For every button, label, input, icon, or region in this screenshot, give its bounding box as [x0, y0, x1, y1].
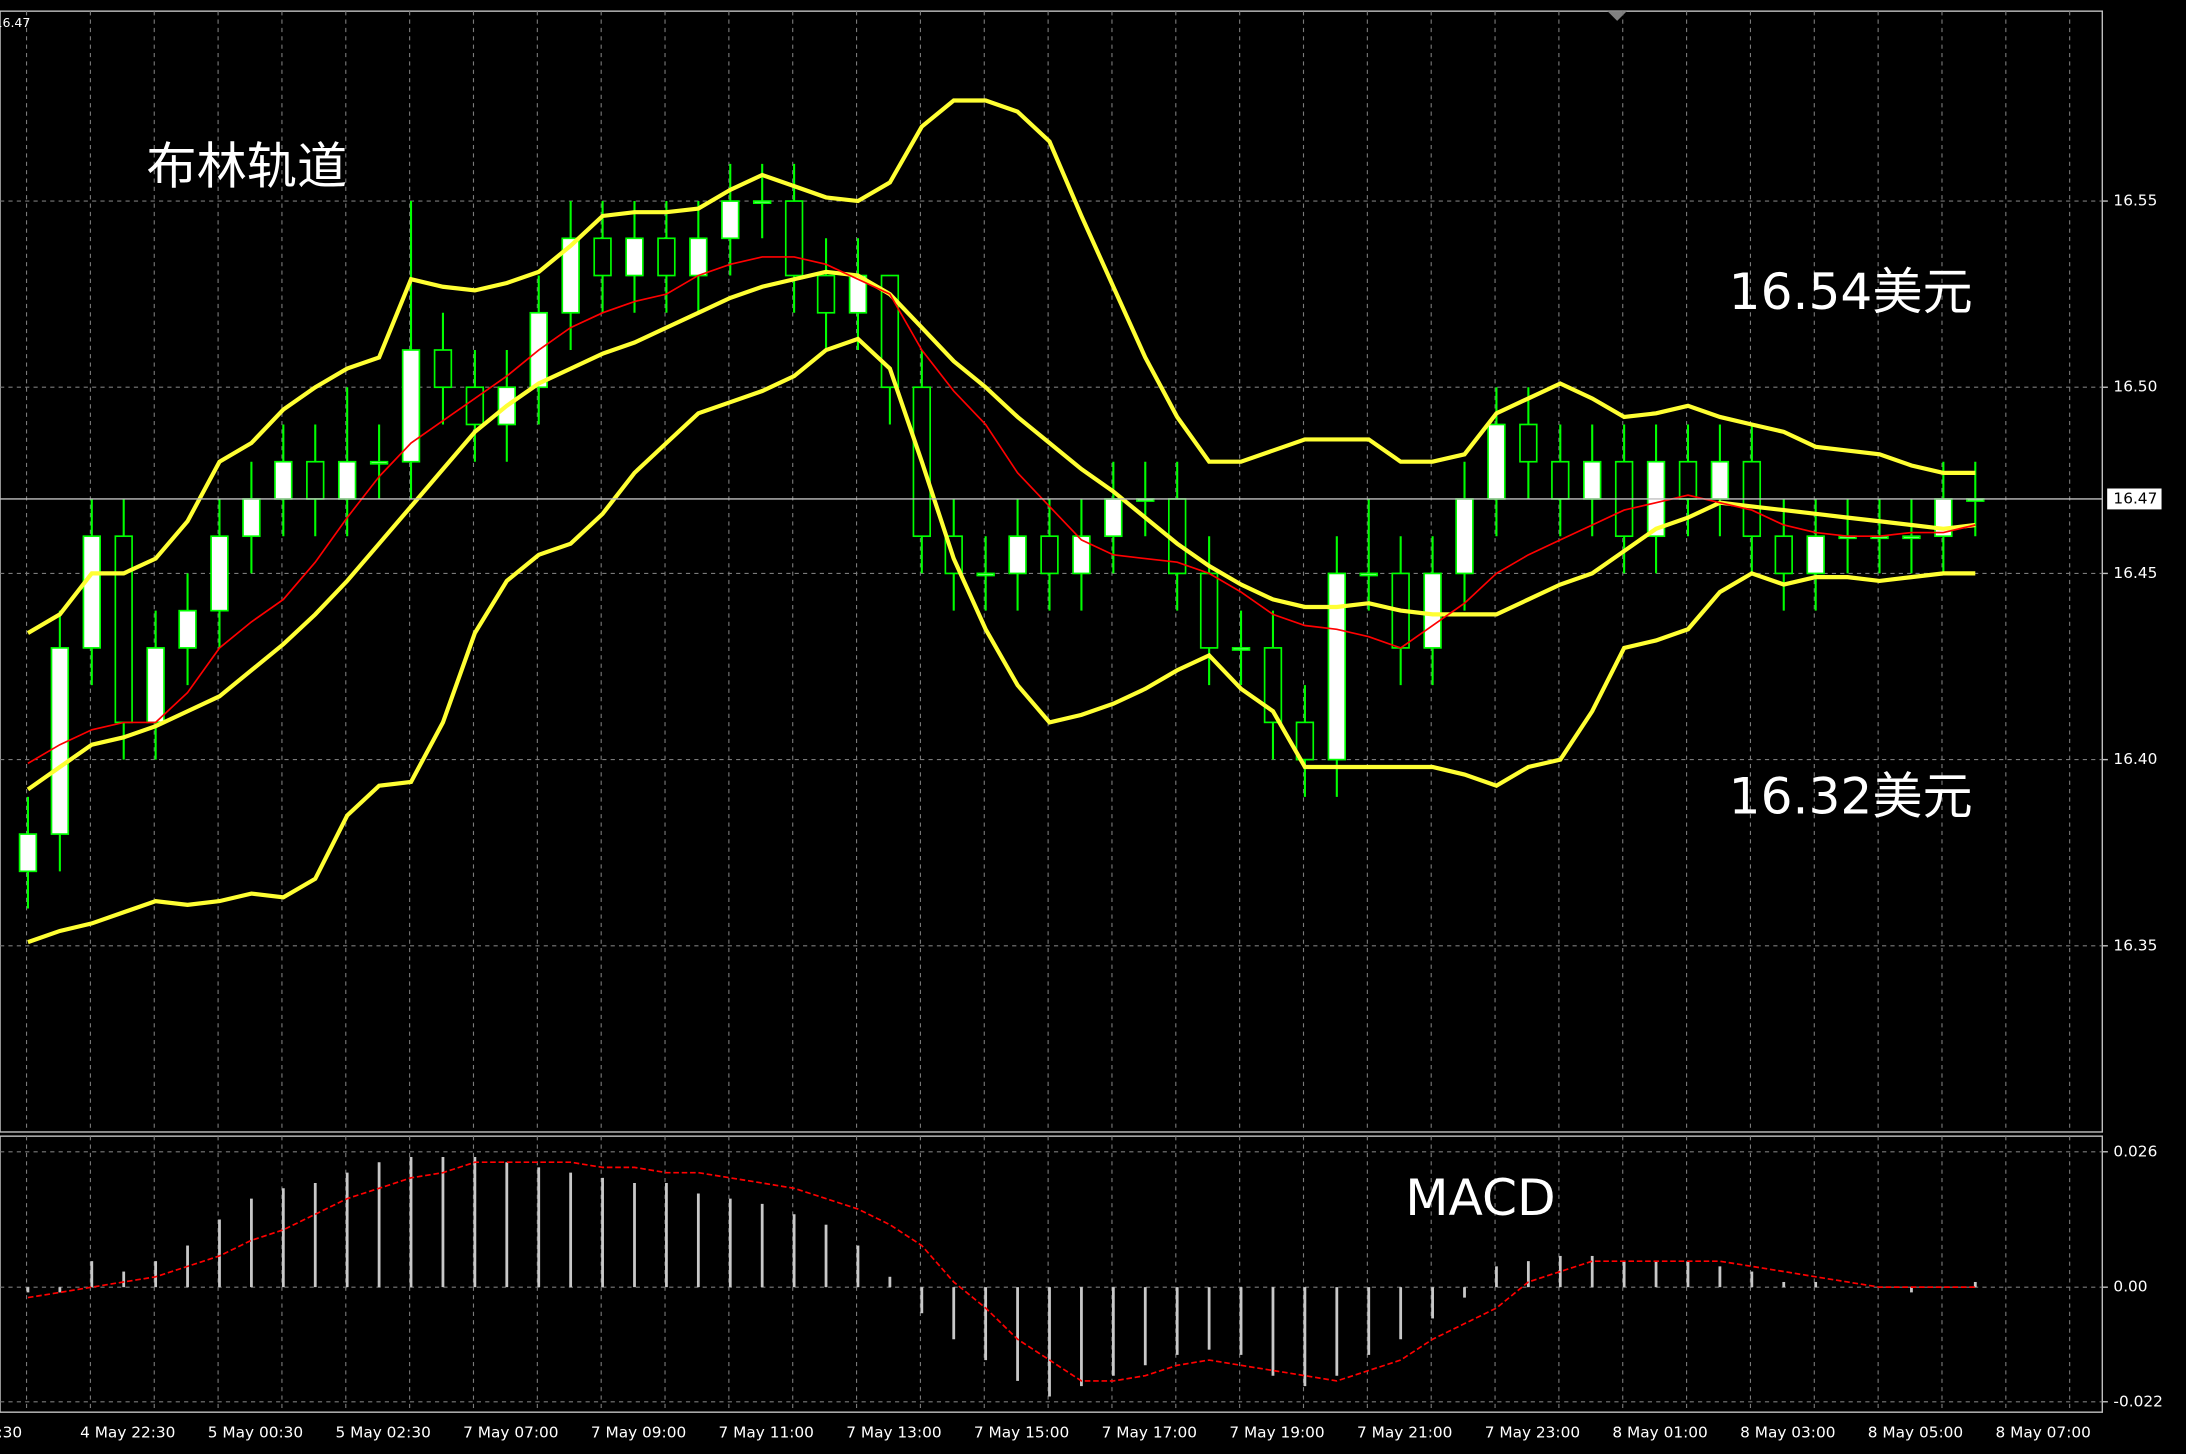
candle-body — [721, 200, 740, 240]
x-tick-label: 7 May 07:00 — [463, 1424, 558, 1442]
y-tick-label: 16.35 — [2113, 936, 2157, 954]
candle-body — [784, 200, 804, 277]
y-tick-label: -0.022 — [2113, 1392, 2162, 1410]
candle-body — [1710, 460, 1730, 500]
candle-body — [1359, 572, 1378, 577]
annotation: 布林轨道 — [146, 137, 347, 196]
x-tick-label: 7 May 21:00 — [1357, 1424, 1452, 1442]
y-tick-label: 0.026 — [2113, 1142, 2157, 1160]
candle-body — [146, 647, 165, 724]
candle-body — [1774, 535, 1793, 575]
candle-body — [752, 200, 772, 204]
candle-body — [18, 833, 38, 873]
x-tick-label: 8 May 05:00 — [1868, 1424, 1963, 1442]
candle-body — [50, 647, 70, 835]
candle-body — [433, 349, 453, 389]
panel: 16.35 16.40 16.45 16.50 16.55 16.47 16.47 20:30… — [0, 11, 2163, 1442]
candle-body — [210, 535, 229, 612]
candle-body — [816, 274, 836, 314]
bollinger-band — [27, 336, 1976, 945]
candle-body — [1551, 460, 1570, 500]
corner-price-label: 16.47 — [0, 15, 30, 30]
x-tick-label: 7 May 09:00 — [591, 1424, 686, 1442]
main-panel-frame — [0, 10, 2103, 1133]
candle-body — [561, 237, 580, 314]
x-tick-label: 8 May 01:00 — [1612, 1424, 1707, 1442]
candle-body — [1295, 721, 1315, 761]
candle-body — [976, 572, 995, 577]
candle-body — [306, 460, 325, 500]
candle-body — [401, 349, 421, 463]
annotation: MACD — [1405, 1168, 1555, 1227]
y-tick-label: 16.50 — [2113, 378, 2157, 396]
candle-body — [593, 237, 612, 277]
candle-body — [274, 460, 293, 500]
candle-body — [1678, 460, 1698, 500]
candle-body — [1231, 647, 1251, 651]
candle-body — [1008, 535, 1027, 575]
candle-body — [114, 535, 133, 724]
x-tick-label: 5 May 00:30 — [208, 1424, 303, 1442]
candle-body — [1487, 423, 1506, 500]
candle-body — [1263, 647, 1283, 724]
candle-body — [1199, 572, 1219, 649]
candle-body — [1902, 535, 1921, 540]
current-price-box — [2105, 487, 2163, 511]
annotation: 16.54美元 — [1729, 262, 1973, 321]
candle-body — [1519, 423, 1538, 463]
moving-average — [27, 256, 1976, 765]
candle-body — [369, 460, 389, 465]
y-tick-label: 16.45 — [2113, 564, 2157, 582]
candle-body — [242, 498, 261, 538]
candle-body — [1327, 572, 1347, 761]
x-tick-label: 7 May 11:00 — [719, 1424, 814, 1442]
candle-body — [465, 386, 485, 426]
shift-marker — [1607, 11, 1627, 21]
candle-body — [82, 535, 101, 649]
x-tick-label: 20:30 — [0, 1424, 22, 1442]
x-tick-label: 7 May 15:00 — [974, 1424, 1069, 1442]
x-tick-label: 7 May 17:00 — [1102, 1424, 1197, 1442]
x-tick-label: 5 May 02:30 — [335, 1424, 430, 1442]
x-tick-label: 8 May 03:00 — [1740, 1424, 1835, 1442]
x-tick-label: 7 May 13:00 — [846, 1424, 941, 1442]
annotation: 16.32美元 — [1729, 767, 1973, 826]
candle-body — [178, 609, 197, 649]
x-tick-label: 8 May 07:00 — [1996, 1424, 2091, 1442]
macd-panel-frame — [0, 1135, 2103, 1413]
x-tick-label: 4 May 22:30 — [80, 1424, 175, 1442]
candle-body — [1072, 535, 1091, 575]
candle-body — [337, 460, 357, 500]
candle-body — [1806, 535, 1825, 575]
x-tick-label: 7 May 19:00 — [1229, 1424, 1324, 1442]
y-tick-label: 16.55 — [2113, 192, 2157, 210]
candle-body — [1455, 498, 1474, 575]
current-price-label: 16.47 — [2113, 489, 2157, 507]
candle-body — [625, 237, 644, 277]
bollinger-band — [26, 98, 1976, 635]
candle-body — [657, 237, 676, 277]
bollinger-band — [26, 269, 1976, 792]
candle-body — [1423, 572, 1442, 649]
candle-body — [880, 274, 900, 389]
x-tick-label: 7 May 23:00 — [1485, 1424, 1580, 1442]
candle-body — [1040, 535, 1059, 575]
y-tick-label: 16.40 — [2113, 750, 2157, 768]
candle-body — [689, 237, 708, 277]
candle-body — [1583, 460, 1602, 500]
y-tick-label: 0.00 — [2113, 1278, 2147, 1296]
candle-body — [1104, 498, 1123, 538]
